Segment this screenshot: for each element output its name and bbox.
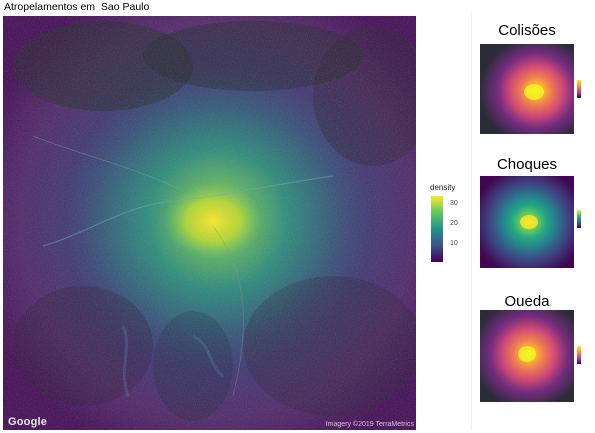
legend-tickmark (443, 244, 446, 245)
legend-tick-label: 10 (450, 240, 458, 247)
legend-tick-label: 20 (450, 220, 458, 227)
panel-title-choques: Choques (496, 156, 558, 173)
colisoes-legend (577, 80, 581, 98)
map-attribution[interactable]: Imagery ©2019 TerraMetrics (325, 421, 414, 428)
legend-tickmark (443, 204, 446, 205)
panel-title-queda: Queda (504, 293, 550, 310)
google-logo: Google (8, 416, 48, 428)
panel-title-colisoes: Colisões (498, 22, 556, 39)
main-title: Atropelamentos em Sao Paulo (4, 1, 150, 13)
queda-density-thumb (480, 310, 574, 402)
colisoes-density-thumb (480, 44, 574, 134)
queda-legend (577, 346, 581, 364)
legend-title: density (430, 183, 456, 192)
choques-density-thumb (480, 176, 574, 268)
legend-tick-label: 30 (450, 200, 458, 207)
panel-colisoes-map[interactable] (479, 40, 587, 136)
legend-colorbar (431, 196, 443, 262)
density-heatmap-svg (3, 16, 416, 430)
density-legend: density 30 20 10 (428, 183, 468, 263)
panel-queda-map[interactable] (479, 306, 587, 404)
panel-divider (471, 12, 472, 430)
main-density-map[interactable]: Google Imagery ©2019 TerraMetrics (3, 16, 416, 430)
legend-tickmark (443, 224, 446, 225)
choques-legend (577, 210, 581, 228)
panel-choques-map[interactable] (479, 172, 587, 270)
